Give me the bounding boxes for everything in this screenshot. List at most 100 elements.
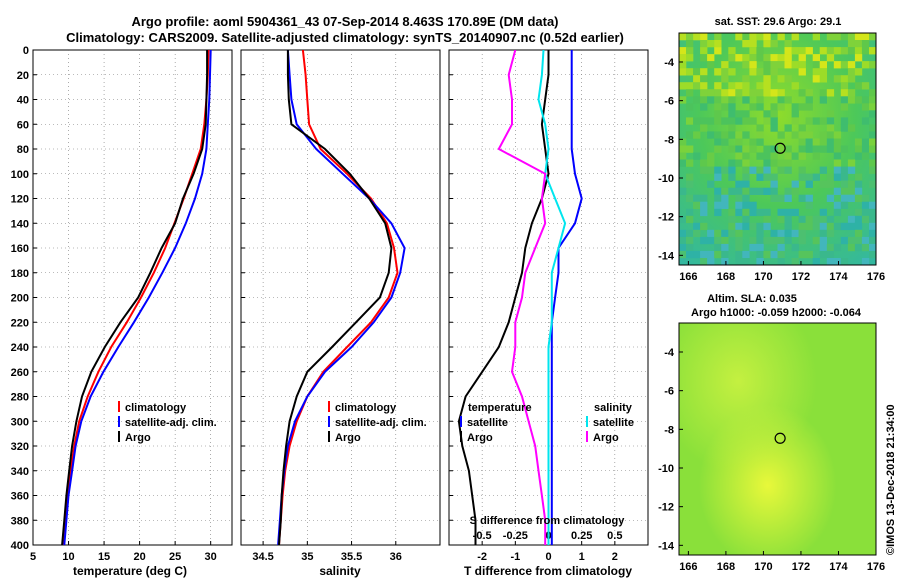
sst-cell: [784, 229, 792, 238]
series-line-t-argo: [457, 50, 550, 545]
sst-cell: [735, 229, 743, 238]
sst-cell: [700, 208, 708, 217]
sst-cell: [869, 131, 877, 139]
sst-cell: [869, 96, 877, 104]
sst-cell: [840, 194, 849, 202]
sst-cell: [735, 208, 743, 217]
sst-cell: [840, 187, 849, 195]
sst-cell: [854, 82, 863, 90]
sst-cell: [707, 250, 715, 259]
sst-cell: [749, 145, 757, 153]
x-tick-label: 0: [545, 551, 551, 563]
sst-cell: [861, 82, 870, 90]
sst-cell: [805, 250, 813, 259]
sst-cell: [742, 194, 750, 202]
sst-cell: [812, 75, 820, 83]
title-line-1: Argo profile: aoml 5904361_43 07-Sep-201…: [131, 14, 558, 29]
sst-cell: [861, 61, 870, 69]
sst-cell: [763, 75, 771, 83]
sst-cell: [714, 166, 722, 174]
sst-cell: [784, 194, 792, 202]
sst-cell: [791, 117, 799, 125]
sst-cell: [777, 243, 785, 252]
argo-position-marker: [774, 142, 786, 154]
y-tick-label: 0: [23, 45, 29, 57]
sst-cell: [721, 194, 729, 202]
sst-cell: [721, 68, 729, 76]
sst-cell: [819, 145, 827, 153]
sst-cell: [735, 131, 743, 139]
sst-cell: [735, 54, 743, 62]
sst-cell: [798, 54, 806, 62]
sst-cell: [847, 166, 856, 174]
sst-cell: [840, 258, 849, 266]
sla-map-title: Altim. SLA: 0.035: [707, 293, 797, 305]
sst-cell: [749, 47, 757, 55]
sst-cell: [770, 180, 778, 188]
sst-cell: [679, 159, 687, 167]
sst-cell: [784, 47, 792, 55]
sst-cell: [714, 138, 722, 146]
sst-cell: [742, 145, 750, 153]
sst-cell: [854, 68, 863, 76]
sst-cell: [714, 194, 722, 202]
sst-cell: [770, 250, 778, 259]
sst-cell: [854, 54, 863, 62]
sst-cell: [770, 173, 778, 181]
sst-cell: [686, 131, 694, 139]
x-tick-label: -2: [477, 551, 487, 563]
sst-cell: [693, 152, 701, 160]
sst-cell: [763, 159, 771, 167]
x-tick-label: 36: [390, 551, 402, 563]
sst-cell: [812, 222, 820, 231]
sst-cell: [840, 47, 849, 55]
sst-cell: [770, 110, 778, 118]
sst-cell: [854, 138, 863, 146]
sst-cell: [679, 82, 687, 90]
sst-cell: [749, 166, 757, 174]
sst-cell: [728, 166, 736, 174]
sst-cell: [763, 250, 771, 259]
y-tick-label: 40: [17, 95, 29, 107]
sst-cell: [693, 82, 701, 90]
sst-cell: [861, 96, 870, 104]
sst-cell: [679, 47, 687, 55]
sst-cell: [707, 40, 715, 48]
sst-cell: [763, 110, 771, 118]
sst-cell: [784, 96, 792, 104]
sst-cell: [833, 258, 842, 266]
sst-cell: [777, 75, 785, 83]
sst-cell: [728, 208, 736, 217]
sst-cell: [784, 124, 792, 132]
sst-cell: [819, 75, 827, 83]
sst-cell: [700, 222, 708, 231]
sst-cell: [833, 131, 842, 139]
sst-cell: [861, 243, 870, 252]
sst-cell: [854, 152, 863, 160]
sst-cell: [749, 61, 757, 69]
sst-cell: [763, 166, 771, 174]
sst-cell: [707, 229, 715, 238]
y-tick-label: 280: [11, 392, 29, 404]
sst-cell: [854, 208, 863, 217]
sst-cell: [728, 145, 736, 153]
sst-cell: [721, 201, 729, 209]
sst-cell: [756, 131, 764, 139]
sst-cell: [756, 250, 764, 259]
sst-cell: [812, 152, 820, 160]
sst-cell: [735, 180, 743, 188]
sst-cell: [721, 250, 729, 259]
sst-cell: [798, 68, 806, 76]
sst-cell: [693, 131, 701, 139]
x-tick-label: 2: [612, 551, 618, 563]
sst-cell: [805, 89, 813, 97]
sst-cell: [805, 96, 813, 104]
sst-cell: [679, 96, 687, 104]
sst-cell: [869, 61, 877, 69]
sst-cell: [791, 33, 799, 41]
sst-cell: [756, 33, 764, 41]
sst-cell: [819, 236, 827, 245]
sst-cell: [749, 117, 757, 125]
sst-cell: [861, 138, 870, 146]
